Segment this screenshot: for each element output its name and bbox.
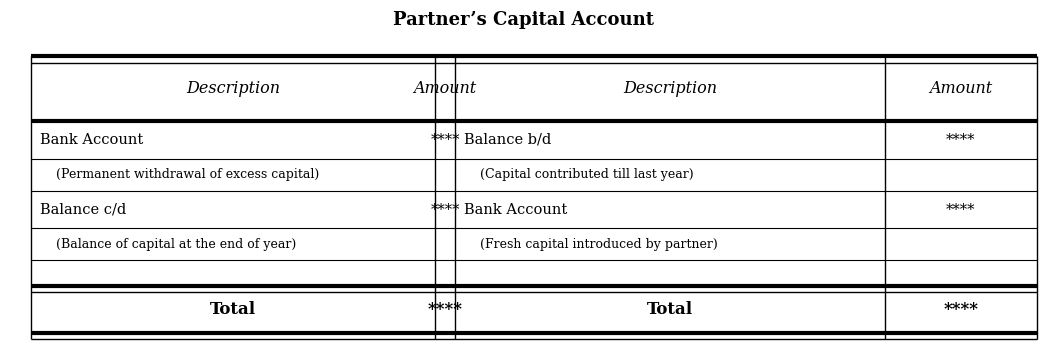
Text: (Permanent withdrawal of excess capital): (Permanent withdrawal of excess capital)	[40, 168, 319, 181]
Text: Amount: Amount	[929, 80, 993, 97]
Text: Total: Total	[209, 301, 257, 318]
Text: Amount: Amount	[414, 80, 476, 97]
Text: (Fresh capital introduced by partner): (Fresh capital introduced by partner)	[464, 238, 717, 251]
Text: ****: ****	[430, 133, 460, 147]
Text: Total: Total	[647, 301, 693, 318]
Text: ****: ****	[945, 202, 976, 216]
Text: Description: Description	[623, 80, 717, 97]
Text: Bank Account: Bank Account	[464, 202, 567, 216]
Text: Balance c/d: Balance c/d	[40, 202, 126, 216]
Text: Bank Account: Bank Account	[40, 133, 143, 147]
Text: (Balance of capital at the end of year): (Balance of capital at the end of year)	[40, 238, 296, 251]
Text: (Capital contributed till last year): (Capital contributed till last year)	[464, 168, 693, 181]
Text: Partner’s Capital Account: Partner’s Capital Account	[393, 11, 654, 29]
Text: ****: ****	[427, 301, 463, 318]
Text: Description: Description	[186, 80, 280, 97]
Text: Balance b/d: Balance b/d	[464, 133, 551, 147]
Text: ****: ****	[945, 133, 976, 147]
Text: ****: ****	[943, 301, 978, 318]
Text: ****: ****	[430, 202, 460, 216]
